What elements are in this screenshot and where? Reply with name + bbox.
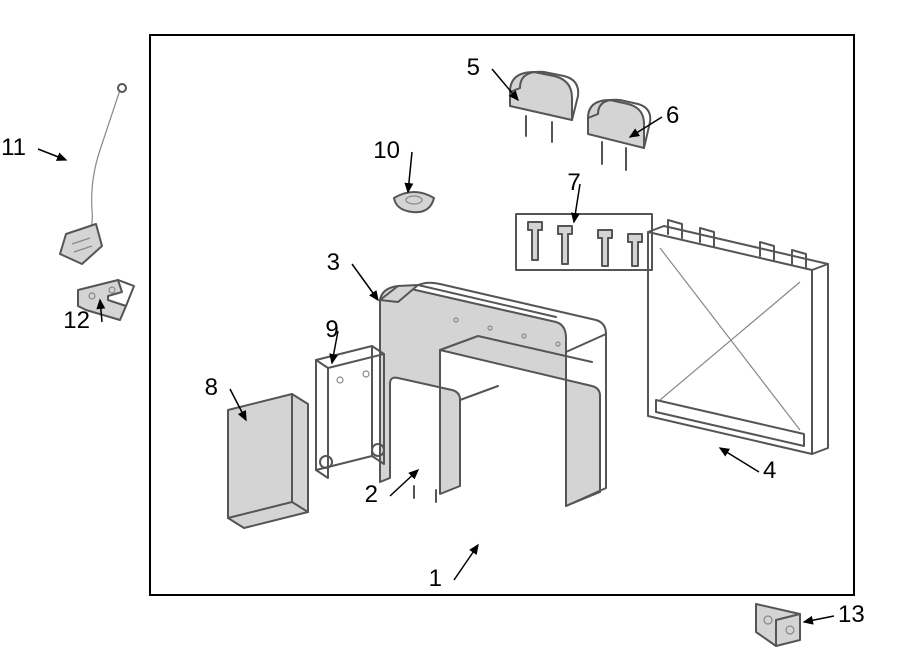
callout-label-9: 9	[325, 316, 338, 343]
callout-label-5: 5	[467, 54, 480, 81]
callout-label-8: 8	[205, 374, 218, 401]
callout-label-13: 13	[838, 601, 865, 628]
callout-label-1: 1	[429, 565, 442, 592]
part-bezel	[394, 192, 434, 212]
callout-leader-3	[352, 264, 378, 300]
part-headrest-outer	[510, 72, 578, 142]
callout-leader-13	[804, 616, 834, 622]
callout-leader-4	[720, 448, 759, 472]
part-hinge-bracket	[756, 604, 800, 646]
part-armrest-cushion	[228, 394, 308, 528]
callout-label-3: 3	[327, 249, 340, 276]
callout-label-4: 4	[763, 457, 776, 484]
callout-leader-1	[454, 545, 478, 580]
callout-label-2: 2	[365, 481, 378, 508]
callout-label-6: 6	[666, 102, 679, 129]
callout-label-10: 10	[373, 137, 400, 164]
part-back-frame	[648, 220, 828, 454]
callout-leader-11	[38, 149, 66, 160]
part-headrest-inner	[588, 100, 650, 170]
part-guide-sleeves	[516, 214, 652, 270]
callout-label-11: 11	[1, 134, 26, 161]
part-armrest-bracket	[316, 346, 384, 478]
callout-label-7: 7	[567, 169, 580, 196]
callout-leader-10	[408, 152, 412, 192]
part-seat-back-cover	[380, 283, 606, 506]
part-cable	[60, 84, 126, 264]
callout-label-12: 12	[63, 307, 90, 334]
